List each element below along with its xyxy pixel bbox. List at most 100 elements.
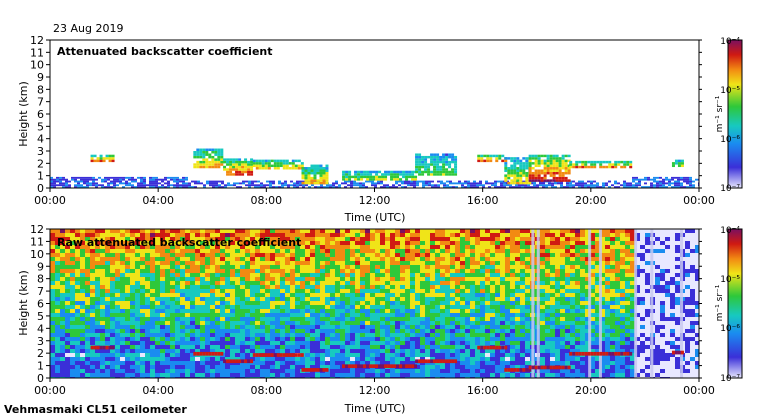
raw-cell [365, 245, 370, 249]
raw-cell [450, 237, 455, 241]
raw-cell [390, 341, 395, 345]
raw-cell [300, 309, 305, 313]
raw-cell [455, 241, 460, 245]
cloud-cell [587, 165, 591, 169]
cloud-cell [525, 181, 529, 185]
raw-cell [300, 277, 305, 281]
raw-cell [345, 317, 350, 321]
raw-cell [200, 313, 205, 317]
raw-cell [350, 321, 355, 325]
raw-cell [140, 337, 145, 341]
cloud-cell [325, 167, 329, 170]
aerosol-cell [521, 184, 524, 187]
raw-cell [275, 293, 280, 297]
cloud-cell [510, 169, 514, 172]
raw-cell [60, 257, 65, 261]
raw-cell [420, 249, 425, 253]
raw-cell [450, 241, 455, 245]
raw-cell [310, 245, 315, 249]
raw-cell [60, 353, 65, 357]
raw-cell [390, 257, 395, 261]
raw-cell [320, 341, 325, 345]
aerosol-cell [113, 176, 116, 179]
raw-cell [150, 273, 155, 277]
raw-cell [405, 305, 410, 309]
cloud-cell [569, 165, 573, 169]
raw-cell [380, 245, 385, 249]
raw-cell [100, 245, 105, 249]
raw-cell [370, 269, 375, 273]
raw-cell [255, 341, 260, 345]
raw-cell [125, 237, 130, 241]
raw-cell [185, 365, 190, 369]
raw-cell [410, 265, 415, 269]
raw-cell [370, 341, 375, 345]
raw-cell [230, 329, 235, 333]
cloud-cell [211, 163, 215, 166]
raw-cell [55, 349, 60, 353]
raw-cell [405, 245, 410, 249]
raw-cell [355, 337, 360, 341]
raw-cell [365, 265, 370, 269]
aerosol-cell [659, 176, 662, 179]
raw-cell [345, 245, 350, 249]
raw-cell [485, 301, 490, 305]
raw-cell [455, 373, 460, 377]
raw-cell [380, 357, 385, 361]
raw-cell [115, 241, 120, 245]
raw-cell [460, 257, 465, 261]
aerosol-cell [59, 182, 62, 185]
raw-cell [320, 301, 325, 305]
cloud-cell [375, 173, 379, 176]
cloud-cell [229, 158, 233, 161]
raw-cell [285, 265, 290, 269]
cloud-cell [415, 163, 419, 166]
raw-cell [425, 289, 430, 293]
raw-cell [365, 297, 370, 301]
raw-cell [115, 337, 120, 341]
raw-cell [95, 241, 100, 245]
raw-cell [440, 341, 445, 345]
aerosol-cell [335, 180, 338, 183]
raw-cell [90, 229, 95, 233]
aerosol-cell [359, 182, 362, 185]
raw-cell [315, 293, 320, 297]
cloud-cell [366, 178, 370, 181]
raw-cell [340, 373, 345, 377]
raw-cell [220, 365, 225, 369]
raw-cell [435, 341, 440, 345]
raw-cell [440, 269, 445, 273]
cloud-cell [451, 168, 455, 171]
raw-cell [240, 317, 245, 321]
cloud-cell [226, 168, 230, 171]
raw-cell [205, 253, 210, 257]
raw-cell [165, 253, 170, 257]
raw-cell [145, 241, 150, 245]
aerosol-cell [50, 186, 53, 188]
raw-cell [230, 317, 235, 321]
cloud-cell [282, 159, 286, 163]
raw-cell [215, 317, 220, 321]
raw-cell [245, 329, 250, 333]
cloud-cell [250, 170, 254, 174]
aerosol-cell [671, 178, 674, 181]
raw-cell [210, 237, 215, 241]
aerosol-cell [122, 178, 125, 181]
cloud-cell [199, 155, 203, 159]
raw-cell [495, 369, 500, 373]
aerosol-cell [149, 178, 152, 181]
aerosol-cell [83, 176, 86, 179]
raw-cell [460, 249, 465, 253]
raw-cell [450, 337, 455, 341]
raw-cell [80, 329, 85, 333]
raw-cell [320, 261, 325, 265]
raw-cell [265, 329, 270, 333]
aerosol-cell [425, 184, 428, 187]
aerosol-cell [371, 184, 374, 187]
cloud-cell [528, 179, 532, 182]
raw-cell [405, 373, 410, 377]
cloud-cell [540, 176, 544, 180]
raw-cell [290, 345, 295, 349]
cloud-cell [510, 159, 514, 163]
cloud-cell [196, 163, 200, 166]
